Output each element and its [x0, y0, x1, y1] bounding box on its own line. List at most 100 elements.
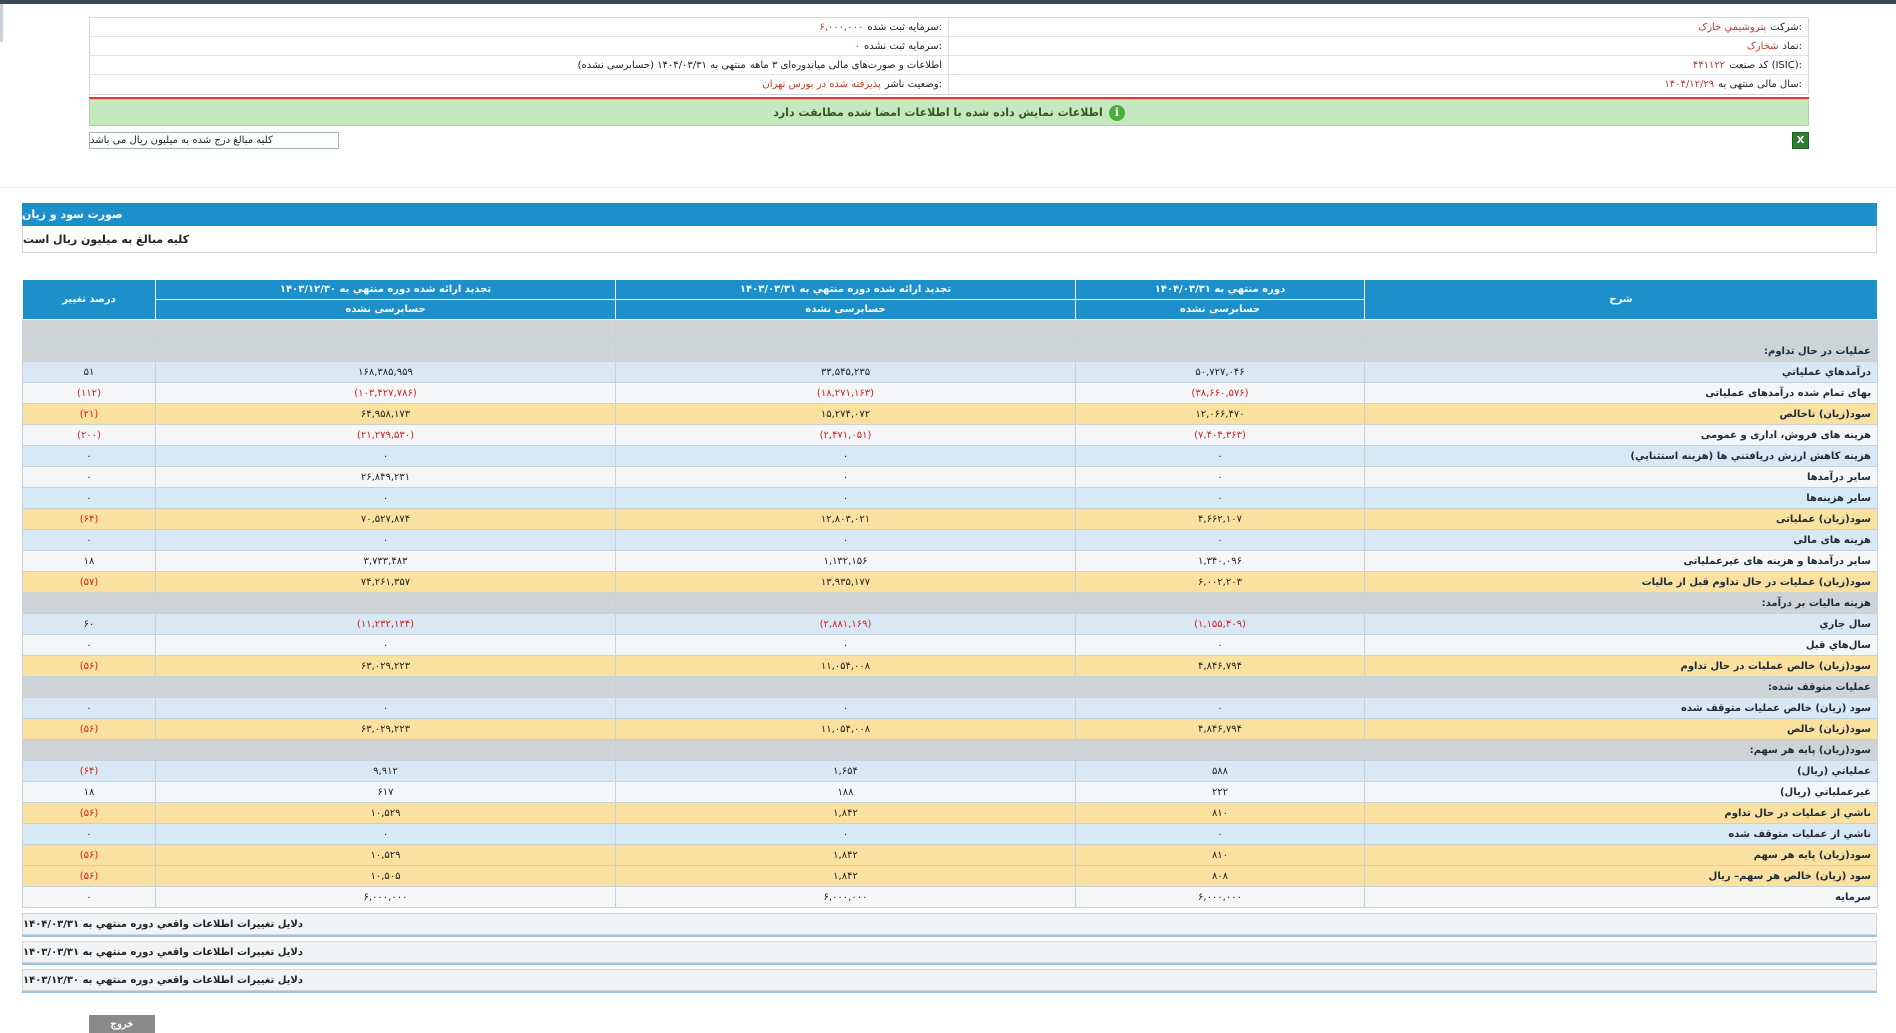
table-row: سود (زيان) خالص عمليات متوقف شده ۰ ۰ ۰ ۰ — [22, 697, 1878, 719]
row-desc: هزینه کاهش ارزش دریافتني ها (هزینه استثن… — [1364, 445, 1878, 467]
row-desc: سود(زيان) خالص عمليات در حال تداوم — [1364, 655, 1878, 677]
info-cell-registered-capital: سرمایه ثبت شده: ۶,۰۰۰,۰۰۰ — [90, 18, 949, 36]
row-value-period-1: ۰ — [1075, 466, 1365, 488]
row-value-period-3: ۰ — [155, 445, 616, 467]
table-row: سرمايه ۶,۰۰۰,۰۰۰ ۶,۰۰۰,۰۰۰ ۶,۰۰۰,۰۰۰ ۰ — [22, 886, 1878, 908]
row-value-period-3: ۶۳,۰۲۹,۲۲۳ — [155, 655, 616, 677]
table-row: سود(زيان) عمليات در حال تداوم قبل از مال… — [22, 571, 1878, 593]
row-value-period-3: ۲۶,۸۴۹,۲۳۱ — [155, 466, 616, 488]
info-row: کد صنعت (ISIC): ۴۴۱۱۲۲ اطلاعات و صورت‌ها… — [90, 56, 1808, 75]
row-value-period-2: ۰ — [615, 634, 1076, 656]
row-desc: سود(زيان) عمليات در حال تداوم قبل از مال… — [1364, 571, 1878, 593]
unit-note-text: کلیه مبالغ درج شده به میلیون ریال می باش… — [90, 135, 273, 146]
row-change-percent: (۶۴) — [22, 508, 156, 530]
row-change-percent: (۶۴) — [22, 760, 156, 782]
unit-note-box: کلیه مبالغ درج شده به میلیون ریال می باش… — [89, 132, 339, 149]
row-value-period-1: ۸۰۸ — [1075, 865, 1365, 887]
row-change-percent — [22, 592, 156, 614]
info-cell-company: شرکت: پتروشيمي خارک — [949, 18, 1808, 36]
row-change-percent — [22, 739, 156, 761]
row-value-period-3 — [155, 340, 616, 362]
row-value-period-3: (۲۱,۲۷۹,۵۳۰) — [155, 424, 616, 446]
isic-label: کد صنعت (ISIC): — [1729, 59, 1802, 71]
row-change-percent: ۱۸ — [22, 550, 156, 572]
row-value-period-3: ۶۳,۰۲۹,۲۲۳ — [155, 718, 616, 740]
table-row: عملیات متوقف شده: — [22, 676, 1878, 698]
row-value-period-1: ۴,۸۴۶,۷۹۴ — [1075, 655, 1365, 677]
table-row: درآمدهاي عملياتي ۵۰,۷۲۷,۰۴۶ ۳۳,۵۴۵,۲۳۵ ۱۶۸,… — [22, 361, 1878, 383]
row-value-period-2: ۰ — [615, 529, 1076, 551]
table-row: هزينه هاى مالى ۰ ۰ ۰ ۰ — [22, 529, 1878, 551]
table-row: ساير درآمدها ۰ ۰ ۲۶,۸۴۹,۲۳۱ ۰ — [22, 466, 1878, 488]
report-info-value: منتهی به ۱۴۰۴/۰۳/۳۱ (حسابرسی نشده) — [577, 59, 746, 71]
info-cell-report-info: اطلاعات و صورت‌های مالی میاندوره‌ای ۳ ما… — [90, 56, 949, 74]
table-row: عملياتي (ريال) ۵۸۸ ۱,۶۵۴ ۹,۹۱۲ (۶۴) — [22, 760, 1878, 782]
table-row: سود(زيان) عملياتى ۴,۶۶۲,۱۰۷ ۱۲,۸۰۳,۰۲۱ ۷۰,۵… — [22, 508, 1878, 530]
reason-row-2: دلایل تغییرات اطلاعات واقعي دوره منتهي ب… — [22, 941, 1877, 963]
section-title-text: صورت سود و زیان — [22, 208, 123, 221]
row-desc — [1364, 319, 1878, 341]
unregistered-capital-value: ۰ — [854, 40, 860, 52]
row-value-period-2: ۱۱,۰۵۴,۰۰۸ — [615, 655, 1076, 677]
publisher-status-label: وضعیت ناشر: — [884, 79, 942, 90]
info-cell-fiscal-year: سال مالی منتهی به: ۱۴۰۴/۱۲/۲۹ — [949, 75, 1808, 94]
row-value-period-3 — [155, 319, 616, 341]
row-value-period-2: ۱۵,۲۷۴,۰۷۲ — [615, 403, 1076, 425]
excel-icon[interactable]: X — [1792, 132, 1809, 149]
row-value-period-2: ۱,۶۵۴ — [615, 760, 1076, 782]
row-change-percent — [22, 340, 156, 362]
row-value-period-3: ۶,۰۰۰,۰۰۰ — [155, 886, 616, 908]
table-header-row: شرح دوره منتهي به ۱۴۰۴/۰۳/۳۱ تجدید ارائه… — [22, 279, 1878, 320]
left-edge-marker — [0, 4, 3, 42]
col-subheader-audit-2: حسابرسی نشده — [615, 299, 1076, 320]
row-value-period-3 — [155, 676, 616, 698]
table-row: سود(زيان) ناخالص ۱۲,۰۶۶,۴۷۰ ۱۵,۲۷۴,۰۷۲ ۶۴,۹… — [22, 403, 1878, 425]
row-value-period-2: ۱۳,۹۳۵,۱۷۷ — [615, 571, 1076, 593]
info-cell-unregistered-capital: سرمایه ثبت نشده: ۰ — [90, 37, 949, 55]
top-bar — [0, 0, 1896, 4]
row-desc: هزينه هاى فروش، ادارى و عمومى — [1364, 424, 1878, 446]
row-desc: سود (زيان) خالص عمليات متوقف شده — [1364, 697, 1878, 719]
row-desc: سود(زيان) ناخالص — [1364, 403, 1878, 425]
reason-text: دلایل تغییرات اطلاعات واقعي دوره منتهي ب… — [23, 918, 303, 930]
row-value-period-2: ۱,۸۴۲ — [615, 865, 1076, 887]
row-value-period-3: ۰ — [155, 634, 616, 656]
row-change-percent: ۱۸ — [22, 781, 156, 803]
table-row: بهاى تمام شده درآمدهاى عملياتى (۳۸,۶۶۰,۵۷… — [22, 382, 1878, 404]
registered-capital-label: سرمایه ثبت شده: — [867, 21, 942, 33]
row-value-period-1: ۰ — [1075, 487, 1365, 509]
row-value-period-2: ۱۸۸ — [615, 781, 1076, 803]
row-value-period-3: (۱۰۳,۴۲۷,۷۸۶) — [155, 382, 616, 404]
row-desc: سود(زيان) عملياتى — [1364, 508, 1878, 530]
exit-button[interactable]: خروج — [89, 1015, 155, 1033]
verification-notice: i اطلاعات نمایش داده شده با اطلاعات امضا… — [89, 99, 1809, 126]
row-value-period-1: ۵۰,۷۲۷,۰۴۶ — [1075, 361, 1365, 383]
row-value-period-1 — [1075, 319, 1365, 341]
row-value-period-1: ۰ — [1075, 823, 1365, 845]
table-row: هزینه کاهش ارزش دریافتني ها (هزینه استثن… — [22, 445, 1878, 467]
row-desc: ناشي از عمليات در حال تداوم — [1364, 802, 1878, 824]
row-value-period-3: ۱۰,۵۲۹ — [155, 802, 616, 824]
row-value-period-2 — [615, 676, 1076, 698]
row-value-period-2: ۰ — [615, 466, 1076, 488]
row-value-period-3: ۱۰,۵۲۹ — [155, 844, 616, 866]
row-value-period-1: ۵۸۸ — [1075, 760, 1365, 782]
row-value-period-1: (۱,۱۵۵,۴۰۹) — [1075, 613, 1365, 635]
row-value-period-3: ۷۴,۲۶۱,۳۵۷ — [155, 571, 616, 593]
row-value-period-3: ۶۴,۹۵۸,۱۷۳ — [155, 403, 616, 425]
isic-value: ۴۴۱۱۲۲ — [1692, 59, 1726, 71]
row-change-percent: ۶۰ — [22, 613, 156, 635]
row-value-period-1: (۷,۴۰۴,۳۶۳) — [1075, 424, 1365, 446]
table-row: سود(زيان) خالص عمليات در حال تداوم ۴,۸۴۶,… — [22, 655, 1878, 677]
row-value-period-1: ۰ — [1075, 445, 1365, 467]
table-subheader-row: حسابرسی نشده حسابرسی نشده حسابرسی نشده — [23, 299, 1878, 320]
reason-underline — [22, 935, 1877, 937]
row-change-percent: (۵۶) — [22, 865, 156, 887]
verification-notice-text: اطلاعات نمایش داده شده با اطلاعات امضا ش… — [773, 106, 1103, 119]
table-row: سود (زيان) خالص هر سهم– ريال ۸۰۸ ۱,۸۴۲ ۱۰,۵… — [22, 865, 1878, 887]
row-value-period-1: ۰ — [1075, 529, 1365, 551]
table-row: غيرعملياتي (ريال) ۲۲۲ ۱۸۸ ۶۱۷ ۱۸ — [22, 781, 1878, 803]
row-value-period-2 — [615, 739, 1076, 761]
row-desc: ناشي از عمليات متوقف شده — [1364, 823, 1878, 845]
row-desc: سایر هزینه‌ها — [1364, 487, 1878, 509]
